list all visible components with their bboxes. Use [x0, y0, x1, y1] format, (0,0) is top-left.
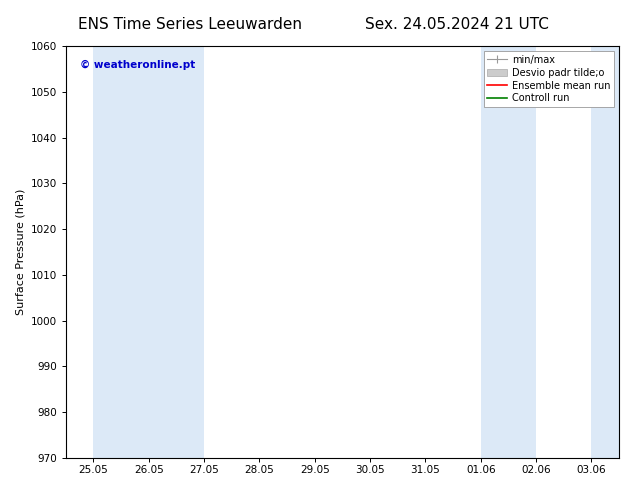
Legend: min/max, Desvio padr tilde;o, Ensemble mean run, Controll run: min/max, Desvio padr tilde;o, Ensemble m…: [484, 51, 614, 107]
Text: ENS Time Series Leeuwarden: ENS Time Series Leeuwarden: [78, 17, 302, 32]
Bar: [481, 46, 536, 458]
Bar: [93, 46, 204, 458]
Text: Sex. 24.05.2024 21 UTC: Sex. 24.05.2024 21 UTC: [365, 17, 548, 32]
Y-axis label: Surface Pressure (hPa): Surface Pressure (hPa): [15, 189, 25, 315]
Text: © weatheronline.pt: © weatheronline.pt: [80, 60, 195, 71]
Bar: [592, 46, 634, 458]
